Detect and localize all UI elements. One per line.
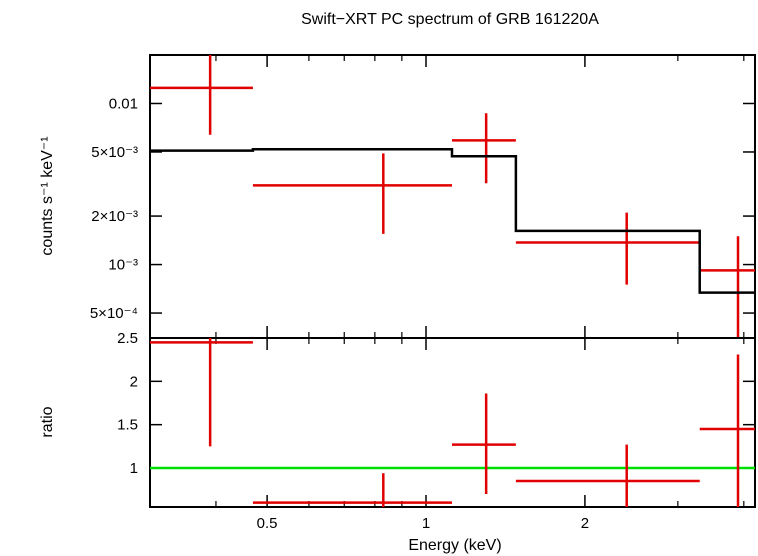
x-axis-label: Energy (keV) (408, 537, 501, 554)
data-point (252, 473, 452, 507)
y-tick-label: 2×10⁻³ (91, 208, 138, 225)
x-tick-label: 2 (581, 515, 589, 532)
data-point (451, 113, 516, 184)
y-tick-label: 5×10⁻⁴ (90, 305, 138, 322)
model-step-line (150, 147, 755, 294)
spectrum-panel: 0.01 5×10⁻³ 2×10⁻³ 10⁻³ 5×10⁻⁴ (90, 54, 756, 339)
data-point (252, 153, 452, 234)
ratio-panel: 2.5 2 1.5 1 0.5 1 2 (117, 330, 756, 532)
y-tick-label: 1.5 (117, 417, 138, 434)
plot-frame (149, 337, 756, 508)
data-point (515, 212, 700, 285)
plot-frame (149, 54, 756, 339)
data-point (150, 338, 253, 447)
chart-title: Swift−XRT PC spectrum of GRB 161220A (301, 11, 599, 28)
y-tick-label: 0.01 (109, 95, 138, 112)
data-point (515, 444, 700, 507)
ratio-y-axis-label: ratio (39, 406, 56, 437)
spectrum-y-axis-label: counts s⁻¹ keV⁻¹ (39, 136, 56, 255)
y-tick-label: 5×10⁻³ (91, 144, 138, 161)
data-point (150, 55, 253, 135)
y-tick-label: 2 (130, 373, 138, 390)
data-point (451, 393, 516, 494)
x-tick-label: 1 (422, 515, 430, 532)
y-tick-label: 10⁻³ (108, 257, 138, 274)
data-point (699, 354, 755, 507)
y-tick-label: 2.5 (117, 330, 138, 347)
x-tick-label: 0.5 (257, 515, 278, 532)
y-tick-label: 1 (130, 460, 138, 477)
data-point (699, 236, 755, 338)
